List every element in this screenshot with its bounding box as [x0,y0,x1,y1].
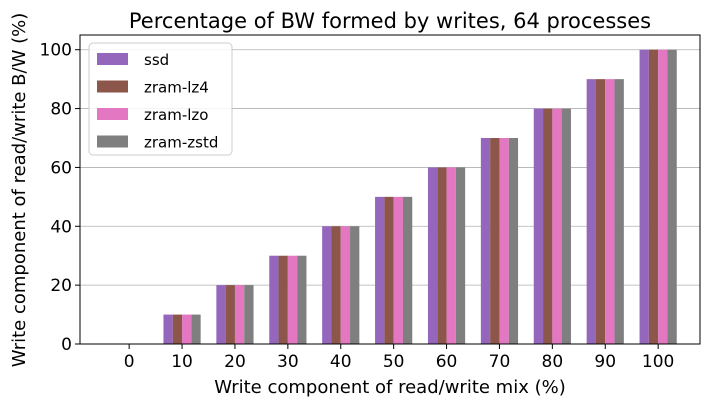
bar-zram-lzo [234,285,245,344]
y-tick-label: 100 [40,41,72,61]
bar-zram-lzo [446,167,456,344]
bar-zram-lz4 [648,49,659,344]
bars [163,49,677,345]
bar-zram-lz4 [595,79,606,345]
legend-label: zram-zstd [144,134,218,152]
bar-zram-lzo [658,49,668,344]
legend-box [88,42,233,156]
bar-zram-zstd [614,79,624,345]
bar-zram-lzo [182,314,192,344]
bar-zram-zstd [191,314,201,344]
plot-frame [79,34,701,345]
bar-zram-lz4 [331,226,341,344]
legend-label: ssd [144,51,169,69]
x-tick-label: 0 [124,352,135,372]
bar-ssd [322,226,332,344]
bar-zram-zstd [508,138,519,344]
bar-zram-lzo [287,255,298,344]
bar-zram-lzo [340,226,351,344]
bar-zram-lz4 [543,108,553,344]
bar-zram-zstd [561,108,571,344]
x-tick-label: 80 [542,352,564,372]
bar-ssd [533,108,544,344]
bar-zram-lzo [552,108,562,344]
y-tick-label: 80 [50,100,72,120]
x-tick-label: 40 [330,352,352,372]
x-tick-label: 60 [436,352,458,372]
bar-zram-lz4 [172,314,183,344]
bar-ssd [427,167,438,344]
bar-zram-lzo [499,138,509,344]
bar-zram-zstd [455,167,466,344]
x-axis: 0 10 20 30 40 50 60 70 80 90 100 [124,344,674,372]
bar-zram-lz4 [278,255,288,344]
legend-swatch [97,108,128,120]
x-axis-label: Write component of read/write mix (%) [214,377,566,398]
bar-zram-lzo [605,79,615,345]
bar-zram-lz4 [437,167,447,344]
y-tick-label: 40 [50,217,72,237]
bar-zram-lz4 [225,285,235,344]
bar-ssd [163,314,173,344]
x-tick-label: 70 [489,352,511,372]
legend-label: zram-lzo [144,106,208,124]
x-tick-label: 50 [383,352,405,372]
bar-ssd [639,49,649,344]
legend-swatch [97,135,128,148]
bar-zram-lzo [393,196,403,344]
bar-zram-lz4 [490,138,500,344]
bar-zram-zstd [402,196,413,344]
legend-swatch [97,80,128,93]
bar-ssd [586,79,596,345]
x-tick-label: 90 [594,352,616,372]
bar-ssd [269,255,279,344]
bar-ssd [375,196,385,344]
y-axis-label: Write component of read/write B/W (%) [9,13,30,368]
bar-zram-zstd [244,285,254,344]
x-tick-label: 100 [642,352,674,372]
chart-title: Percentage of BW formed by writes, 64 pr… [129,9,651,33]
y-axis: 0 20 40 60 80 100 [40,41,80,355]
y-tick-label: 60 [50,158,72,178]
y-tick-label: 0 [61,335,72,355]
bar-zram-zstd [350,226,360,344]
legend-label: zram-lz4 [144,79,209,97]
bar-zram-zstd [297,255,307,344]
bar-zram-zstd [667,49,677,344]
x-tick-label: 30 [277,352,299,372]
x-tick-label: 10 [171,352,193,372]
bar-ssd [480,138,491,344]
x-tick-label: 20 [224,352,246,372]
bar-zram-lz4 [384,196,394,344]
legend-swatch [97,53,128,65]
bar-ssd [216,285,226,344]
legend: ssd zram-lz4 zram-lzo zram-zstd [88,42,233,156]
y-tick-label: 20 [50,276,72,296]
